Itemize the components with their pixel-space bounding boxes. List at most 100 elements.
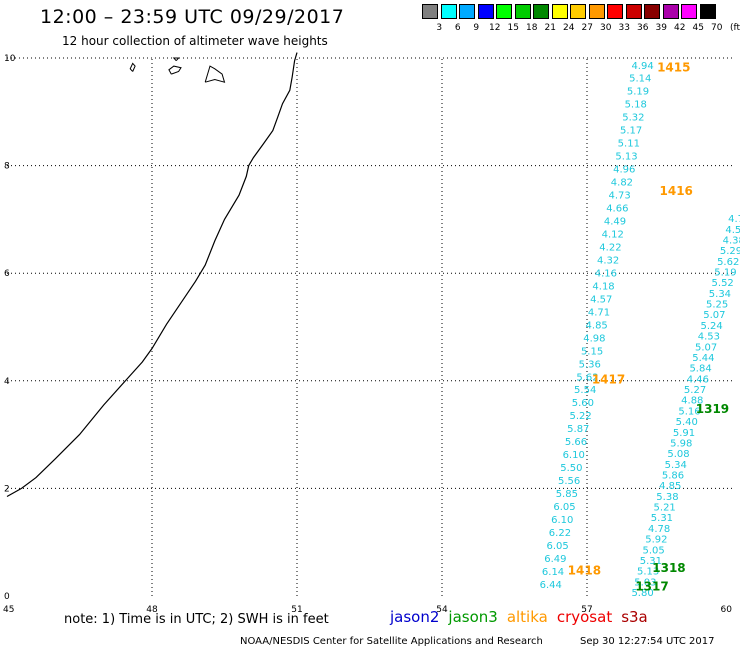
wave-height-value: 5.60 (572, 398, 594, 409)
wave-height-value: 4.22 (599, 242, 621, 253)
pass-label: 1418 (568, 563, 601, 577)
wave-height-value: 5.91 (673, 428, 695, 439)
legend-swatch (625, 4, 642, 19)
wave-height-value: 5.62 (576, 372, 598, 383)
wave-height-value: 5.66 (565, 437, 587, 448)
wave-height-value: 4.73 (608, 191, 630, 202)
altimeter-tracks: 4.94 5.14 5.19 5.18 5.32 5.17 5.11 5.13 4.96 4.82… (540, 61, 740, 599)
x-tick-label: 54 (436, 605, 448, 615)
wave-height-value: 5.34 (709, 289, 731, 300)
legend-label: 6 (454, 23, 461, 33)
wave-height-value: 5.18 (625, 100, 647, 111)
wave-height-value: 5.16 (678, 406, 700, 417)
wave-height-value: 4.49 (604, 217, 626, 228)
wave-height-value: 5.27 (684, 385, 706, 396)
pass-label: 1416 (660, 184, 693, 198)
satellite-s3a: s3a (621, 608, 648, 626)
legend-swatch (699, 4, 716, 19)
legend-swatch (644, 4, 660, 19)
units-note: note: 1) Time is in UTC; 2) SWH is in fe… (64, 612, 329, 627)
wave-height-value: 5.84 (689, 364, 711, 375)
wave-height-value: 5.13 (637, 567, 659, 578)
credit-text: NOAA/NESDIS Center for Satellite Applica… (240, 636, 543, 647)
wave-height-value: 5.29 (720, 246, 740, 257)
wave-height-value: 5.07 (695, 342, 717, 353)
legend-swatch (681, 4, 697, 19)
pass-label: 1415 (657, 60, 690, 74)
legend-swatch (533, 4, 549, 19)
wave-height-value: 4.46 (687, 374, 709, 385)
wave-height-value: 6.49 (544, 554, 566, 565)
axis-ticks: 45 48 51 54 57 60 0 2 4 6 8 10 (3, 54, 732, 615)
satellite-legend: jason2 jason3 altika cryosat s3a (390, 608, 657, 626)
legend-label: 36 (637, 23, 649, 33)
legend-label: 42 (674, 23, 686, 33)
wave-height-value: 4.66 (606, 204, 628, 215)
y-tick-label: 0 (4, 592, 10, 602)
wave-height-value: 5.54 (574, 385, 596, 396)
wave-height-value: 4.85 (586, 320, 608, 331)
wave-height-value: 4.12 (602, 229, 624, 240)
y-tick-label: 2 (4, 484, 10, 494)
wave-height-value: 5.34 (665, 460, 687, 471)
wave-height-value: 4.75 (728, 214, 740, 225)
wave-height-value: 5.13 (615, 152, 637, 163)
legend-label: 21 (544, 23, 556, 33)
x-tick-label: 57 (581, 605, 592, 615)
wave-height-value: 5.05 (642, 545, 664, 556)
wave-height-value: 6.05 (553, 502, 575, 513)
y-tick-label: 6 (4, 269, 10, 279)
wave-height-value: 6.22 (549, 528, 571, 539)
pass-labels: 1415 1416 1417 1319 1318 1418 1317 (568, 60, 729, 593)
wave-height-value: 5.11 (618, 139, 640, 150)
legend-swatch (607, 4, 623, 19)
legend-swatch (570, 4, 586, 19)
pass-label: 1319 (696, 402, 729, 416)
legend-swatch (588, 4, 605, 19)
map-title: 12:00 – 23:59 UTC 09/29/2017 (40, 6, 345, 28)
pass-label: 1318 (652, 561, 685, 575)
wave-height-value: 4.71 (588, 307, 610, 318)
legend-label: 27 (581, 23, 593, 33)
island-outline (204, 65, 226, 83)
wave-height-value: 5.31 (640, 556, 662, 567)
grid-lines (7, 57, 732, 596)
wave-height-value: 5.03 (634, 577, 656, 588)
satellite-altika: altika (506, 608, 548, 626)
coastline-path (6, 52, 298, 498)
wave-height-value: 5.56 (558, 476, 580, 487)
x-tick-label: 45 (3, 605, 14, 615)
wave-height-value: 5.25 (706, 300, 728, 311)
legend-swatch (551, 4, 568, 19)
island-outline (168, 65, 182, 75)
wave-height-value: 4.78 (648, 524, 670, 535)
wave-height-value: 5.08 (667, 449, 689, 460)
legend-swatch (422, 4, 438, 19)
legend-swatch (459, 4, 475, 19)
wave-height-value: 5.15 (581, 346, 603, 357)
wave-height-value: 5.17 (620, 126, 642, 137)
legend-swatch (496, 4, 512, 19)
wave-height-value: 5.19 (714, 268, 736, 279)
wave-height-value: 5.19 (627, 87, 649, 98)
legend-label: 12 (489, 23, 501, 33)
wave-height-value: 5.07 (703, 310, 725, 321)
pass-label: 1417 (592, 372, 625, 386)
wave-height-value: 4.96 (613, 165, 635, 176)
wave-height-value: 5.24 (700, 321, 722, 332)
wave-height-value: 5.50 (560, 463, 582, 474)
wave-height-value: 5.80 (631, 588, 653, 599)
legend-unit: (ft) (730, 23, 740, 33)
wave-height-value: 4.16 (595, 268, 617, 279)
y-tick-label: 8 (4, 162, 10, 172)
legend-swatch (514, 4, 531, 19)
wave-height-value: 5.44 (692, 353, 714, 364)
wave-height-value: 5.98 (670, 438, 692, 449)
legend-label: 39 (655, 23, 667, 33)
legend-label: 30 (600, 23, 612, 33)
legend-label: 18 (526, 23, 538, 33)
wave-height-value: 5.87 (567, 424, 589, 435)
coastline (6, 52, 298, 498)
island-outline (129, 62, 136, 72)
island-outline (172, 57, 180, 62)
